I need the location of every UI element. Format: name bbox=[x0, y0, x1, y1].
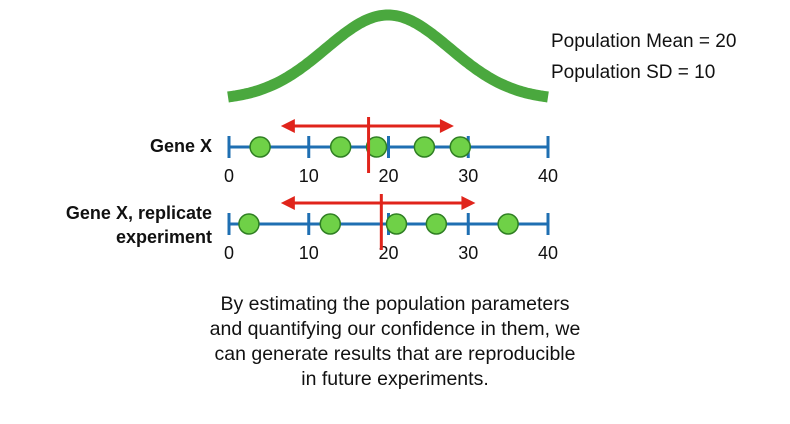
tick-label: 10 bbox=[299, 166, 319, 186]
confidence-interval-left-arrowhead bbox=[280, 119, 295, 133]
data-point bbox=[365, 136, 388, 158]
population-sd-label: Population SD = 10 bbox=[551, 62, 716, 83]
row-label-line: Gene X bbox=[149, 136, 212, 156]
number-line-row: 0 10 20 30 40 bbox=[224, 117, 558, 186]
data-point bbox=[449, 136, 472, 158]
number-lines: 0 10 20 30 40 0 10 20 30 40 bbox=[224, 117, 558, 263]
data-point bbox=[497, 213, 519, 235]
data-point bbox=[238, 213, 260, 235]
population-stats: Population Mean = 20 Population SD = 10 bbox=[551, 26, 736, 88]
tick-label: 20 bbox=[378, 166, 398, 186]
row-label-line: Gene X, replicate bbox=[65, 203, 212, 223]
tick-label: 0 bbox=[224, 243, 234, 263]
data-point bbox=[385, 213, 408, 235]
caption-line: By estimating the population parameters bbox=[220, 293, 570, 315]
caption: By estimating the population parameters … bbox=[0, 292, 790, 392]
population-distribution-curve bbox=[227, 9, 549, 103]
row-label-gene-x-replicate: Gene X, replicate experiment bbox=[66, 201, 212, 249]
tick-label: 10 bbox=[299, 243, 319, 263]
confidence-interval-right-arrowhead bbox=[439, 119, 454, 133]
caption-line: in future experiments. bbox=[301, 368, 489, 390]
confidence-interval-left-arrowhead bbox=[280, 196, 295, 210]
population-mean-label: Population Mean = 20 bbox=[551, 31, 737, 52]
caption-line: can generate results that are reproducib… bbox=[214, 343, 576, 365]
tick-label: 30 bbox=[458, 166, 478, 186]
data-point bbox=[329, 136, 352, 158]
data-point bbox=[249, 136, 271, 158]
row-label-line: experiment bbox=[115, 227, 212, 247]
data-point bbox=[425, 213, 448, 235]
number-line-row: 0 10 20 30 40 bbox=[224, 194, 558, 263]
confidence-interval-right-arrowhead bbox=[461, 196, 476, 210]
tick-label: 40 bbox=[538, 243, 558, 263]
row-label-gene-x: Gene X bbox=[150, 134, 212, 158]
caption-line: and quantifying our confidence in them, … bbox=[209, 318, 581, 340]
data-point bbox=[319, 213, 342, 235]
tick-label: 20 bbox=[378, 243, 398, 263]
data-point bbox=[413, 136, 436, 158]
tick-label: 30 bbox=[458, 243, 478, 263]
tick-label: 40 bbox=[538, 166, 558, 186]
tick-label: 0 bbox=[224, 166, 234, 186]
